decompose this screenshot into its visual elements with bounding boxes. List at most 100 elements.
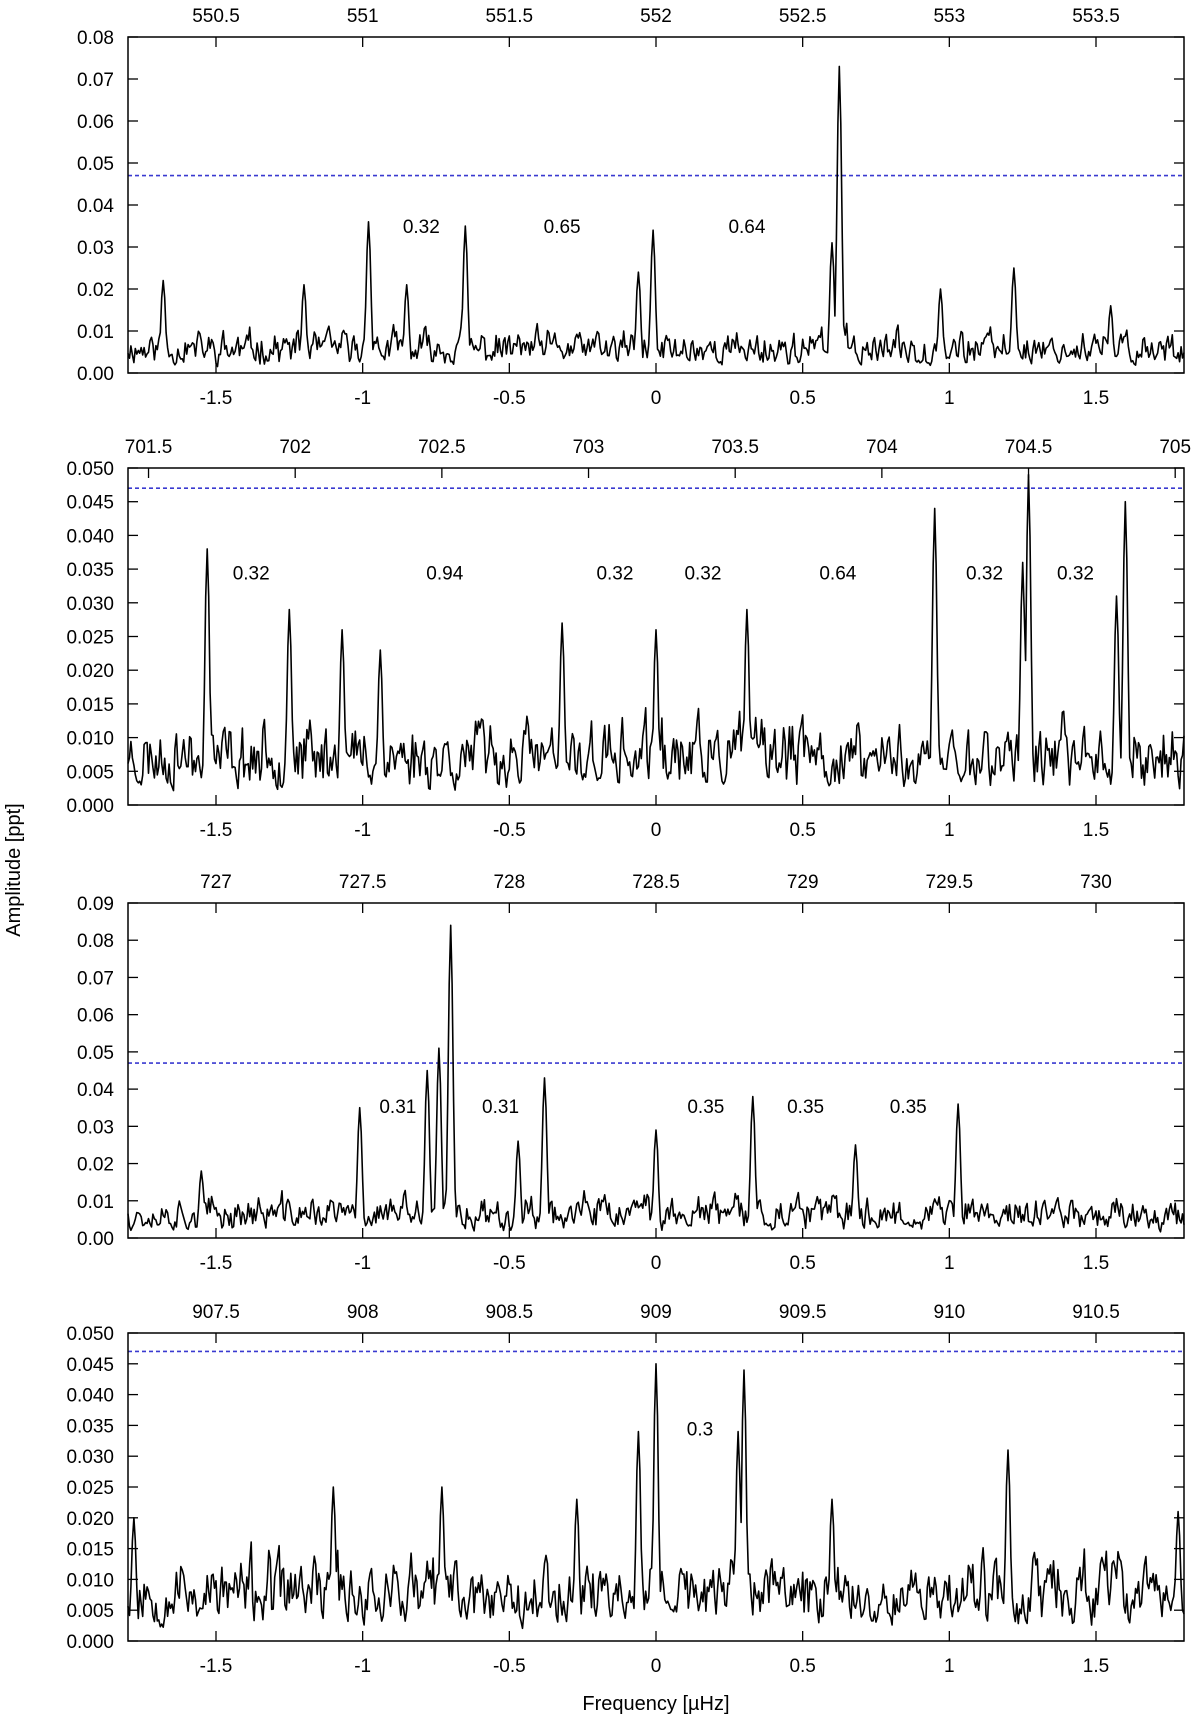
- y-tick-label: 0.06: [77, 1006, 114, 1027]
- top-tick-label: 550.5: [192, 6, 240, 27]
- x-tick-label: 0.5: [789, 820, 815, 841]
- spectrum-line: [127, 65, 1185, 368]
- x-tick-label: 1: [944, 388, 955, 409]
- spacing-label: 0.35: [787, 1097, 824, 1118]
- y-tick-label: 0.015: [66, 1540, 114, 1561]
- spacing-label: 0.3: [687, 1419, 713, 1440]
- top-tick-label: 552.5: [779, 6, 827, 27]
- top-tick-label: 703: [573, 437, 605, 458]
- y-tick-label: 0.035: [66, 560, 114, 581]
- spacing-label: 0.32: [1057, 563, 1094, 584]
- x-tick-label: 0.5: [789, 388, 815, 409]
- y-tick-label: 0.025: [66, 628, 114, 649]
- top-tick-label: 729: [787, 872, 819, 893]
- top-tick-label: 703.5: [711, 437, 759, 458]
- x-tick-label: 0.5: [789, 1253, 815, 1274]
- spacing-label: 0.64: [819, 563, 856, 584]
- top-tick-label: 553: [933, 6, 965, 27]
- top-tick-label: 728.5: [632, 872, 680, 893]
- top-tick-label: 907.5: [192, 1302, 240, 1323]
- y-tick-label: 0.09: [77, 894, 114, 915]
- y-tick-label: 0.005: [66, 762, 114, 783]
- plot-frame: [127, 902, 1185, 1239]
- y-tick-label: 0.03: [77, 1117, 114, 1138]
- y-tick-label: 0.07: [77, 70, 114, 91]
- spectrum-line: [127, 924, 1185, 1233]
- y-tick-label: 0.010: [66, 1570, 114, 1591]
- y-tick-label: 0.005: [66, 1601, 114, 1622]
- y-tick-label: 0.02: [77, 280, 114, 301]
- x-tick-label: -1: [354, 1253, 371, 1274]
- y-tick-label: 0.030: [66, 1447, 114, 1468]
- top-tick-label: 908.5: [486, 1302, 534, 1323]
- spacing-label: 0.35: [890, 1097, 927, 1118]
- y-tick-label: 0.015: [66, 695, 114, 716]
- y-tick-label: 0.00: [77, 364, 114, 385]
- spacing-label: 0.32: [403, 217, 440, 238]
- y-tick-label: 0.02: [77, 1155, 114, 1176]
- top-tick-label: 910: [933, 1302, 965, 1323]
- y-tick-label: 0.04: [77, 196, 114, 217]
- x-tick-label: -1: [354, 388, 371, 409]
- spacing-label: 0.32: [596, 563, 633, 584]
- x-tick-label: -1: [354, 820, 371, 841]
- spacing-label: 0.94: [426, 563, 463, 584]
- y-tick-label: 0.025: [66, 1478, 114, 1499]
- x-tick-label: 0.5: [789, 1656, 815, 1677]
- spacing-label: 0.31: [379, 1097, 416, 1118]
- top-tick-label: 551.5: [486, 6, 534, 27]
- y-tick-label: 0.010: [66, 729, 114, 750]
- x-tick-label: -0.5: [493, 1253, 526, 1274]
- y-tick-label: 0.035: [66, 1416, 114, 1437]
- y-tick-label: 0.020: [66, 661, 114, 682]
- x-tick-label: 1: [944, 1656, 955, 1677]
- top-tick-label: 730: [1080, 872, 1112, 893]
- top-tick-label: 909.5: [779, 1302, 827, 1323]
- spacing-label: 0.32: [684, 563, 721, 584]
- top-tick-label: 727.5: [339, 872, 387, 893]
- spacing-label: 0.65: [544, 217, 581, 238]
- top-tick-label: 729.5: [926, 872, 974, 893]
- top-tick-label: 701.5: [125, 437, 173, 458]
- x-tick-label: 0: [651, 388, 662, 409]
- y-tick-label: 0.05: [77, 1043, 114, 1064]
- x-tick-label: 1.5: [1083, 1253, 1109, 1274]
- top-tick-label: 909: [640, 1302, 672, 1323]
- top-tick-label: 908: [347, 1302, 379, 1323]
- top-tick-label: 910.5: [1072, 1302, 1120, 1323]
- y-tick-label: 0.045: [66, 493, 114, 514]
- y-tick-label: 0.000: [66, 796, 114, 817]
- top-tick-label: 551: [347, 6, 379, 27]
- y-tick-label: 0.050: [66, 459, 114, 480]
- x-tick-label: -1.5: [200, 1253, 233, 1274]
- x-tick-label: 0: [651, 1253, 662, 1274]
- y-tick-label: 0.08: [77, 28, 114, 49]
- x-tick-label: 0: [651, 820, 662, 841]
- y-tick-label: 0.030: [66, 594, 114, 615]
- y-tick-label: 0.00: [77, 1229, 114, 1250]
- y-tick-label: 0.050: [66, 1324, 114, 1345]
- y-tick-label: 0.045: [66, 1355, 114, 1376]
- panel-2: 0.000 0.005 0.010 0.015 0.020 0.025 0.030 0.035…: [66, 437, 1191, 841]
- y-tick-label: 0.01: [77, 1192, 114, 1213]
- y-tick-label: 0.03: [77, 238, 114, 259]
- top-tick-label: 702: [279, 437, 311, 458]
- top-tick-label: 552: [640, 6, 672, 27]
- spacing-label: 0.64: [728, 217, 765, 238]
- y-tick-label: 0.04: [77, 1080, 114, 1101]
- spacing-label: 0.32: [233, 563, 270, 584]
- x-tick-label: 1: [944, 820, 955, 841]
- top-tick-label: 553.5: [1072, 6, 1120, 27]
- top-tick-label: 727: [200, 872, 232, 893]
- x-tick-label: -1.5: [200, 820, 233, 841]
- y-tick-label: 0.000: [66, 1632, 114, 1653]
- x-tick-label: -0.5: [493, 1656, 526, 1677]
- panel-4: 0.000 0.005 0.010 0.015 0.020 0.025 0.030 0.035…: [66, 1302, 1185, 1677]
- panels: 0.00 0.01 0.02 0.03 0.04 0.05 0.06 0.07 0.08 -1.5…: [66, 6, 1191, 1677]
- x-tick-label: 1.5: [1083, 820, 1109, 841]
- x-tick-label: 1.5: [1083, 1656, 1109, 1677]
- y-tick-label: 0.06: [77, 112, 114, 133]
- x-tick-label: 0: [651, 1656, 662, 1677]
- top-tick-label: 704.5: [1005, 437, 1053, 458]
